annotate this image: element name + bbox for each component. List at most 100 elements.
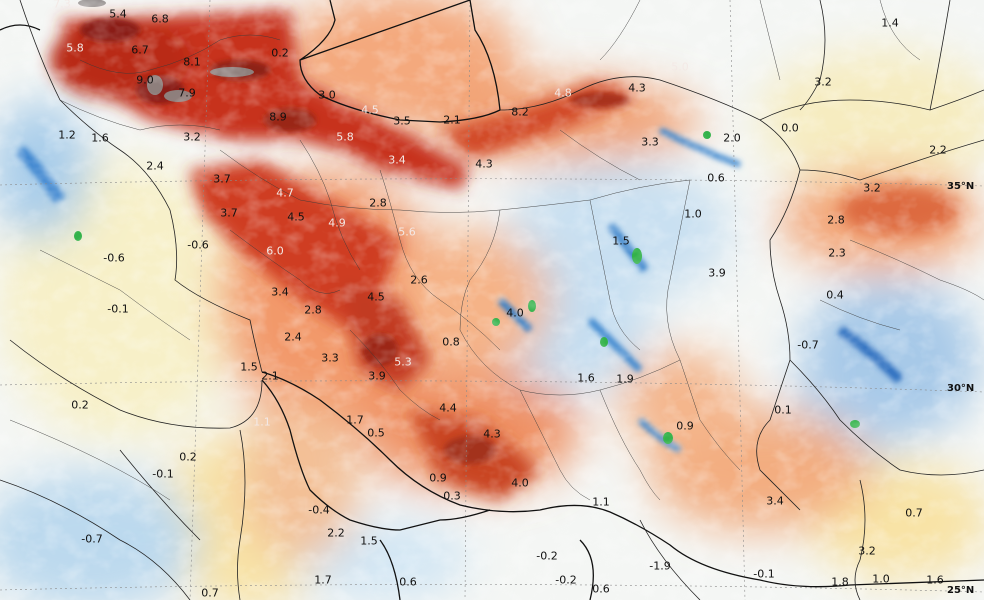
anomaly-value-label: 3.2: [858, 544, 876, 558]
anomaly-value-label: 0.6: [707, 171, 725, 185]
anomaly-value-label: -0.1: [753, 567, 775, 581]
anomaly-value-label: 5.3: [394, 355, 412, 369]
anomaly-value-label: 0.1: [774, 403, 792, 417]
anomaly-value-label: 3.7: [213, 172, 231, 186]
anomaly-value-label: 2.0: [723, 131, 741, 145]
anomaly-value-label: 2.2: [327, 526, 345, 540]
anomaly-value-label: 1.0: [872, 572, 890, 586]
anomaly-value-label: 4.7: [276, 186, 294, 200]
anomaly-value-label: 5.0: [671, 60, 689, 74]
anomaly-value-label: -0.6: [187, 238, 209, 252]
anomaly-value-label: 1.2: [58, 128, 76, 142]
anomaly-value-label: 3.0: [318, 88, 336, 102]
anomaly-value-label: 3.2: [814, 75, 832, 89]
anomaly-value-label: 1.5: [360, 534, 378, 548]
anomaly-value-label: -0.6: [103, 251, 125, 265]
anomaly-value-label: -0.7: [81, 532, 103, 546]
anomaly-value-label: -0.2: [536, 549, 558, 563]
anomaly-value-label: -0.2: [555, 573, 577, 587]
anomaly-value-label: 0.5: [367, 426, 385, 440]
anomaly-value-label: 0.6: [399, 575, 417, 589]
anomaly-value-label: 2.8: [827, 213, 845, 227]
anomaly-value-label: 4.9: [328, 216, 346, 230]
province-borders: [9, 0, 984, 501]
anomaly-value-label: 2.6: [410, 273, 428, 287]
anomaly-value-label: 3.4: [388, 153, 406, 167]
anomaly-value-label: 4.0: [506, 306, 524, 320]
anomaly-value-label: 3.4: [766, 494, 784, 508]
anomaly-value-label: -0.1: [107, 302, 129, 316]
anomaly-value-label: 0.2: [179, 450, 197, 464]
anomaly-value-label: -0.1: [152, 467, 174, 481]
anomaly-value-label: 1.5: [240, 360, 258, 374]
anomaly-value-label: 6.7: [131, 43, 149, 57]
anomaly-value-label: 0.9: [676, 419, 694, 433]
anomaly-value-label: 6.0: [266, 244, 284, 258]
anomaly-value-label: 3.4: [271, 285, 289, 299]
anomaly-value-label: 3.3: [321, 351, 339, 365]
anomaly-value-label: 3.3: [641, 135, 659, 149]
anomaly-value-label: 4.4: [439, 401, 457, 415]
anomaly-value-label: 4.0: [511, 476, 529, 490]
anomaly-value-label: 1.8: [831, 575, 849, 589]
anomaly-value-label: 2.1: [261, 369, 279, 383]
anomaly-value-label: -0.7: [797, 338, 819, 352]
anomaly-value-label: 4.5: [287, 210, 305, 224]
anomaly-value-label: 2.4: [284, 330, 302, 344]
anomaly-value-label: 3.2: [183, 130, 201, 144]
anomaly-value-label: 1.0: [684, 207, 702, 221]
anomaly-value-label: 4.5: [367, 290, 385, 304]
anomaly-value-label: 3.7: [220, 206, 238, 220]
anomaly-value-label: 2.4: [146, 159, 164, 173]
anomaly-value-label: 0.6: [592, 582, 610, 596]
anomaly-value-label: 2.8: [304, 303, 322, 317]
anomaly-value-label: 8.9: [269, 110, 287, 124]
anomaly-value-label: 2.3: [828, 246, 846, 260]
anomaly-value-label: 3.2: [863, 181, 881, 195]
anomaly-value-label: 1.6: [91, 131, 109, 145]
anomaly-value-label: -1.9: [649, 559, 671, 573]
anomaly-value-label: 4.3: [483, 427, 501, 441]
anomaly-value-label: 0.4: [826, 288, 844, 302]
anomaly-value-label: 0.3: [443, 489, 461, 503]
latitude-label-35n: 35°N: [947, 181, 975, 192]
anomaly-value-label: 8.1: [183, 55, 201, 69]
anomaly-value-label: 1.7: [314, 573, 332, 587]
anomaly-value-label: 9.0: [136, 73, 154, 87]
anomaly-value-label: 0.9: [429, 471, 447, 485]
anomaly-value-label: 3.5: [393, 114, 411, 128]
anomaly-value-label: 4.8: [554, 86, 572, 100]
anomaly-value-label: 4.3: [628, 81, 646, 95]
anomaly-value-label: 0.2: [71, 398, 89, 412]
latitude-label-25n: 25°N: [947, 585, 975, 596]
anomaly-value-label: 2.8: [369, 196, 387, 210]
anomaly-value-label: 7.3: [53, 0, 71, 11]
anomaly-value-label: 2.1: [443, 113, 461, 127]
anomaly-value-label: 5.4: [109, 7, 127, 21]
anomaly-value-label: 4.5: [361, 103, 379, 117]
anomaly-value-label: 5.6: [398, 225, 416, 239]
anomaly-value-label: 1.7: [346, 413, 364, 427]
anomaly-value-label: 0.7: [905, 506, 923, 520]
anomaly-value-label: 0.2: [271, 46, 289, 60]
anomaly-value-label: 0.8: [442, 335, 460, 349]
anomaly-value-label: 1.4: [881, 16, 899, 30]
anomaly-value-label: 5.8: [336, 130, 354, 144]
anomaly-value-label: 1.1: [592, 495, 610, 509]
anomaly-value-label: 3.9: [368, 369, 386, 383]
anomaly-value-label: 7.9: [178, 86, 196, 100]
anomaly-value-label: 1.5: [612, 234, 630, 248]
anomaly-value-label: 1.9: [616, 372, 634, 386]
anomaly-value-label: 0.0: [781, 121, 799, 135]
anomaly-value-label: 8.2: [511, 105, 529, 119]
anomaly-value-label: 4.3: [475, 157, 493, 171]
anomaly-value-label: 3.9: [708, 266, 726, 280]
anomaly-value-label: 6.8: [151, 12, 169, 26]
anomaly-value-label: 1.6: [926, 573, 944, 587]
anomaly-value-label: 1.1: [253, 415, 271, 429]
